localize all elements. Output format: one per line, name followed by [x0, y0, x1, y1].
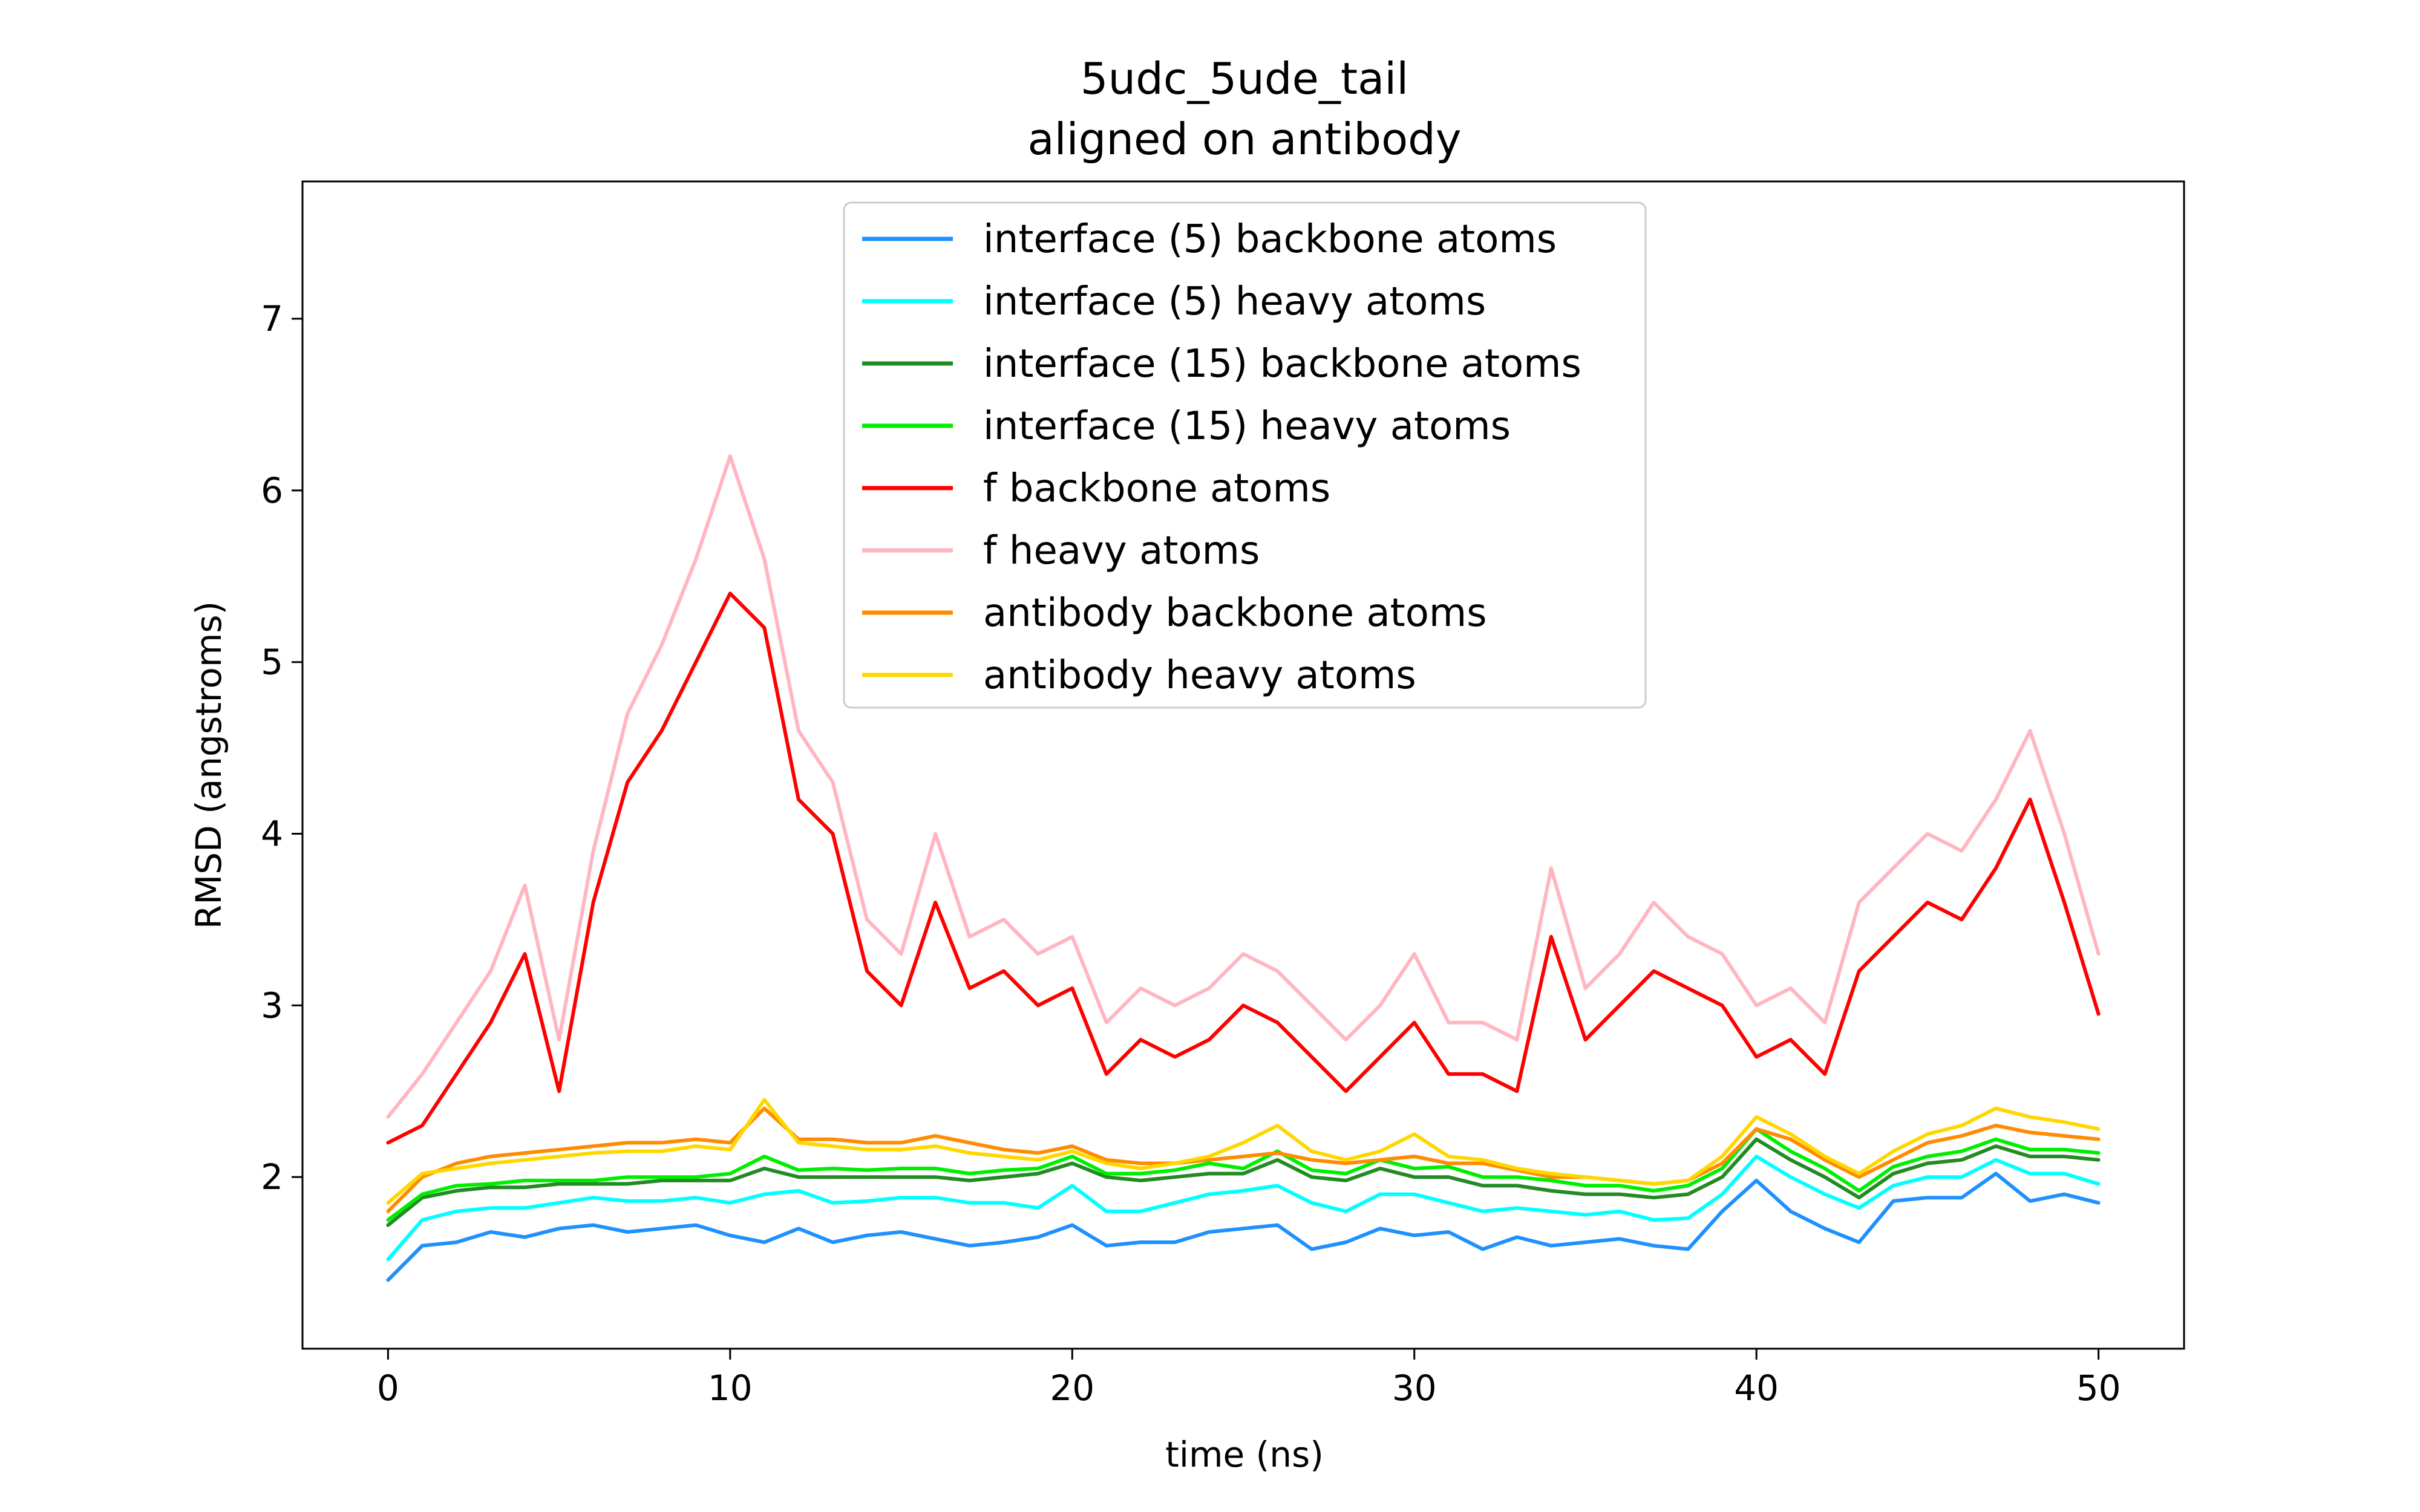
y-tick-label-4: 6 [261, 470, 283, 511]
x-tick-label-1: 10 [708, 1367, 753, 1409]
series-line-0 [386, 1171, 2101, 1282]
legend-label-3: interface (15) heavy atoms [983, 404, 1511, 449]
x-tick-label-5: 50 [2076, 1367, 2121, 1409]
y-axis-label: RMSD (angstroms) [188, 601, 229, 929]
plot-frame [301, 180, 2185, 1350]
series-line-3 [386, 1127, 2101, 1222]
legend-label-7: antibody heavy atoms [983, 653, 1416, 698]
legend-label-4: f backbone atoms [983, 466, 1330, 511]
legend-label-0: interface (5) backbone atoms [983, 217, 1557, 262]
y-tick-label-0: 2 [261, 1156, 283, 1198]
x-tick-label-0: 0 [377, 1367, 399, 1409]
series-line-5 [386, 454, 2101, 1119]
x-axis: 0 10 20 30 40 50 [377, 1349, 2121, 1409]
x-tick-label-2: 20 [1050, 1367, 1094, 1409]
legend-label-2: interface (15) backbone atoms [983, 342, 1581, 386]
chart-subtitle: aligned on antibody [1028, 114, 1462, 165]
legend-label-1: interface (5) heavy atoms [983, 279, 1486, 324]
series-line-1 [386, 1155, 2101, 1262]
y-tick-label-2: 4 [261, 813, 283, 855]
series-line-7 [386, 1098, 2101, 1205]
y-tick-label-5: 7 [261, 298, 283, 339]
y-tick-label-3: 5 [261, 642, 283, 683]
legend-box [843, 201, 1647, 709]
series-line-6 [386, 1106, 2101, 1213]
series-layer [386, 454, 2101, 1282]
x-tick-label-3: 30 [1392, 1367, 1437, 1409]
legend-label-5: f heavy atoms [983, 529, 1260, 573]
chart-title: 5udc_5ude_tail [1081, 53, 1409, 104]
y-tick-label-1: 3 [261, 985, 283, 1026]
legend-label-6: antibody backbone atoms [983, 591, 1487, 636]
x-tick-label-4: 40 [1734, 1367, 1779, 1409]
legend: interface (5) backbone atoms interface (5… [843, 201, 1647, 709]
y-axis: 2 3 4 5 6 7 [261, 298, 302, 1198]
series-line-2 [386, 1137, 2101, 1227]
x-axis-label: time (ns) [1165, 1434, 1324, 1475]
series-line-4 [386, 591, 2101, 1145]
